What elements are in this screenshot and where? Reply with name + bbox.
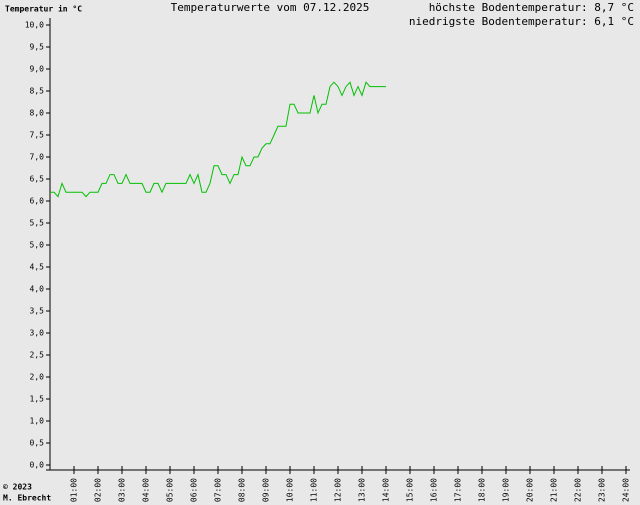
x-tick-label: 11:00 bbox=[310, 478, 319, 502]
annotation: niedrigste Bodentemperatur: 6,1 °C bbox=[409, 15, 634, 28]
x-tick-label: 09:00 bbox=[262, 478, 271, 502]
y-tick-label: 9,0 bbox=[30, 65, 45, 74]
x-tick-label: 15:00 bbox=[406, 478, 415, 502]
x-tick-label: 16:00 bbox=[430, 478, 439, 502]
x-tick-label: 01:00 bbox=[70, 478, 79, 502]
y-tick-label: 8,5 bbox=[30, 87, 45, 96]
y-tick-label: 9,5 bbox=[30, 43, 45, 52]
x-tick-label: 10:00 bbox=[286, 478, 295, 502]
y-tick-label: 10,0 bbox=[25, 21, 44, 30]
y-tick-label: 4,0 bbox=[30, 285, 45, 294]
y-tick-label: 5,5 bbox=[30, 219, 45, 228]
chart-title: Temperaturwerte vom 07.12.2025 bbox=[171, 1, 370, 14]
y-tick-label: 7,0 bbox=[30, 153, 45, 162]
x-tick-label: 12:00 bbox=[334, 478, 343, 502]
x-tick-label: 03:00 bbox=[118, 478, 127, 502]
y-tick-label: 5,0 bbox=[30, 241, 45, 250]
y-tick-label: 2,0 bbox=[30, 373, 45, 382]
footer: © 2023 bbox=[3, 483, 32, 492]
y-tick-label: 1,0 bbox=[30, 417, 45, 426]
annotation: höchste Bodentemperatur: 8,7 °C bbox=[429, 1, 634, 14]
x-tick-label: 07:00 bbox=[214, 478, 223, 502]
y-tick-label: 2,5 bbox=[30, 351, 45, 360]
x-tick-label: 05:00 bbox=[166, 478, 175, 502]
y-tick-label: 1,5 bbox=[30, 395, 45, 404]
y-tick-label: 0,5 bbox=[30, 439, 45, 448]
y-tick-label: 6,5 bbox=[30, 175, 45, 184]
y-tick-label: 3,5 bbox=[30, 307, 45, 316]
y-tick-label: 0,0 bbox=[30, 461, 45, 470]
x-tick-label: 18:00 bbox=[478, 478, 487, 502]
x-tick-label: 24:00 bbox=[622, 478, 631, 502]
x-tick-label: 19:00 bbox=[502, 478, 511, 502]
data-line bbox=[50, 81, 386, 198]
x-tick-label: 02:00 bbox=[94, 478, 103, 502]
y-tick-label: 4,5 bbox=[30, 263, 45, 272]
y-tick-label: 6,0 bbox=[30, 197, 45, 206]
y-tick-label: 8,0 bbox=[30, 109, 45, 118]
x-tick-label: 20:00 bbox=[526, 478, 535, 502]
x-tick-label: 04:00 bbox=[142, 478, 151, 502]
x-tick-label: 14:00 bbox=[382, 478, 391, 502]
x-tick-label: 13:00 bbox=[358, 478, 367, 502]
x-tick-label: 17:00 bbox=[454, 478, 463, 502]
x-tick-label: 21:00 bbox=[550, 478, 559, 502]
y-axis-label: Temperatur in °C bbox=[5, 4, 82, 14]
y-tick-label: 7,5 bbox=[30, 131, 45, 140]
x-tick-label: 23:00 bbox=[598, 478, 607, 502]
x-tick-label: 06:00 bbox=[190, 478, 199, 502]
footer: M. Ebrecht bbox=[3, 494, 51, 503]
y-tick-label: 3,0 bbox=[30, 329, 45, 338]
x-tick-label: 22:00 bbox=[574, 478, 583, 502]
x-tick-label: 08:00 bbox=[238, 478, 247, 502]
